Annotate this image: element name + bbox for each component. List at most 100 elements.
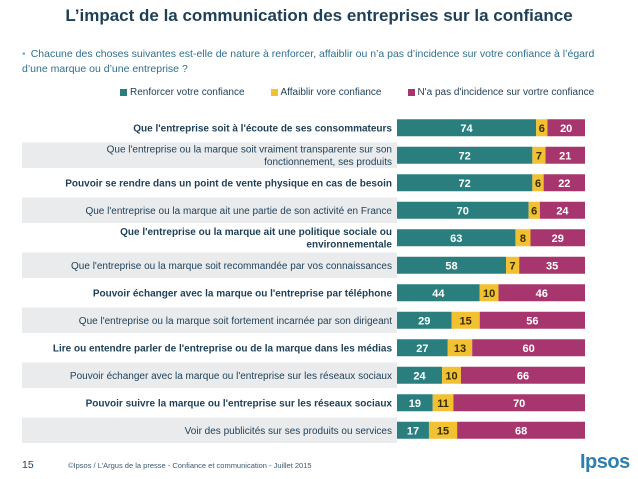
legend-label-renforcer: Renforcer votre confiance	[130, 87, 245, 98]
data-label-incidence: 68	[515, 425, 527, 437]
data-label-renforcer: 17	[407, 425, 419, 437]
data-label-incidence: 24	[556, 205, 569, 217]
question-text: • Chacune des choses suivantes est-elle d…	[22, 47, 607, 77]
bullet-icon: •	[22, 48, 26, 60]
data-label-incidence: 20	[560, 123, 572, 135]
bar-segment-incidence	[543, 174, 585, 192]
data-label-incidence: 56	[526, 315, 538, 327]
bar-segment-affaiblir	[528, 201, 540, 219]
data-label-incidence: 22	[558, 178, 570, 190]
data-label-renforcer: 29	[418, 315, 430, 327]
row-band	[22, 252, 397, 278]
bar-segment-incidence	[457, 421, 585, 439]
category-label: Pouvoir échanger avec la marque ou l'ent…	[93, 288, 393, 299]
bar-segment-affaiblir	[479, 284, 499, 302]
data-label-affaiblir: 15	[459, 315, 471, 327]
data-label-affaiblir: 13	[454, 343, 466, 355]
bar-segment-renforcer	[397, 229, 516, 247]
bar-segment-incidence	[519, 256, 585, 274]
bar-segment-incidence	[472, 339, 585, 357]
bar-segment-renforcer	[397, 394, 433, 412]
bar-segment-affaiblir	[515, 229, 531, 247]
data-label-incidence: 21	[559, 150, 571, 162]
category-label: Que l'entreprise ou la marque soit vraim…	[107, 145, 392, 156]
data-label-affaiblir: 6	[535, 178, 541, 190]
data-label-affaiblir: 10	[483, 288, 495, 300]
data-label-renforcer: 19	[409, 398, 421, 410]
bar-segment-renforcer	[397, 421, 429, 439]
legend-item-renforcer: Renforcer votre confiance	[120, 87, 245, 98]
data-label-renforcer: 63	[450, 233, 462, 245]
bar-segment-renforcer	[397, 366, 443, 384]
data-label-renforcer: 27	[416, 343, 428, 355]
legend-swatch-renforcer	[120, 89, 127, 96]
legend-item-affaiblir: Affaiblir vore confiance	[270, 87, 382, 98]
data-label-affaiblir: 15	[437, 425, 449, 437]
bar-segment-affaiblir	[532, 174, 544, 192]
data-label-renforcer: 44	[432, 288, 445, 300]
bar-segment-affaiblir	[532, 146, 546, 164]
bar-segment-affaiblir	[506, 256, 520, 274]
legend-label-incidence: N'a pas d'incidence sur vortre confiance	[417, 87, 595, 98]
data-label-affaiblir: 7	[536, 150, 542, 162]
bar-segment-incidence	[498, 284, 585, 302]
bar-segment-renforcer	[397, 284, 480, 302]
category-label: Que l'entreprise ou la marque soit recom…	[71, 261, 392, 272]
row-band	[22, 142, 397, 168]
data-label-renforcer: 74	[460, 123, 473, 135]
legend-item-incidence: N'a pas d'incidence sur vortre confiance	[407, 87, 595, 98]
category-label: Que l'entreprise ou la marque ait une pa…	[85, 206, 392, 217]
bar-segment-incidence	[545, 146, 585, 164]
data-label-renforcer: 24	[413, 370, 426, 382]
category-label: Que l'entreprise ou la marque soit forte…	[79, 316, 392, 327]
data-label-affaiblir: 8	[520, 233, 526, 245]
bar-segment-incidence	[530, 229, 585, 247]
category-label: environnementale	[306, 240, 392, 251]
data-label-renforcer: 70	[457, 205, 469, 217]
bar-segment-affaiblir	[451, 311, 480, 329]
row-band	[22, 362, 397, 388]
row-band	[22, 197, 397, 223]
category-label: Que l'entreprise ou la marque ait une po…	[120, 227, 392, 238]
bar-segment-incidence	[453, 394, 585, 412]
bar-segment-affaiblir	[432, 394, 454, 412]
bar-segment-incidence	[460, 366, 585, 384]
data-label-affaiblir: 6	[539, 123, 545, 135]
category-label: Que l'entreprise soit à l'écoute de ses …	[133, 123, 392, 134]
chart-legend: Renforcer votre confiance Affaiblir vore…	[120, 87, 620, 98]
category-label: Lire ou entendre parler de l'entreprise …	[53, 343, 393, 354]
question-bullet: Chacune des choses suivantes est-elle de…	[22, 48, 595, 75]
category-label: Pouvoir échanger avec la marque ou l'ent…	[70, 371, 392, 382]
data-label-incidence: 60	[522, 343, 534, 355]
page-number: 15	[22, 459, 34, 471]
bar-segment-renforcer	[397, 256, 507, 274]
legend-label-affaiblir: Affaiblir vore confiance	[280, 87, 382, 98]
bar-segment-affaiblir	[428, 421, 458, 439]
data-label-affaiblir: 10	[445, 370, 457, 382]
row-band	[22, 417, 397, 443]
data-label-renforcer: 58	[445, 260, 457, 272]
data-label-affaiblir: 11	[437, 398, 449, 410]
bar-segment-incidence	[479, 311, 585, 329]
bar-segment-renforcer	[397, 311, 452, 329]
data-label-affaiblir: 7	[510, 260, 516, 272]
bar-segment-renforcer	[397, 339, 448, 357]
data-label-incidence: 35	[546, 260, 558, 272]
bar-segment-renforcer	[397, 119, 537, 137]
ipsos-logo: Ipsos	[580, 451, 630, 473]
bar-segment-incidence	[539, 201, 585, 219]
row-band	[22, 307, 397, 333]
bar-segment-renforcer	[397, 146, 533, 164]
category-label: Voir des publicités sur ses produits ou …	[185, 426, 392, 437]
data-label-incidence: 70	[513, 398, 525, 410]
data-label-incidence: 66	[517, 370, 529, 382]
bar-segment-renforcer	[397, 201, 529, 219]
data-label-renforcer: 72	[459, 178, 471, 190]
data-label-affaiblir: 6	[531, 205, 537, 217]
legend-swatch-incidence	[407, 89, 415, 96]
data-label-incidence: 29	[552, 233, 564, 245]
bar-segment-renforcer	[397, 174, 533, 192]
bar-segment-affaiblir	[442, 366, 461, 384]
bar-segment-incidence	[547, 119, 585, 137]
data-label-incidence: 46	[536, 288, 548, 300]
